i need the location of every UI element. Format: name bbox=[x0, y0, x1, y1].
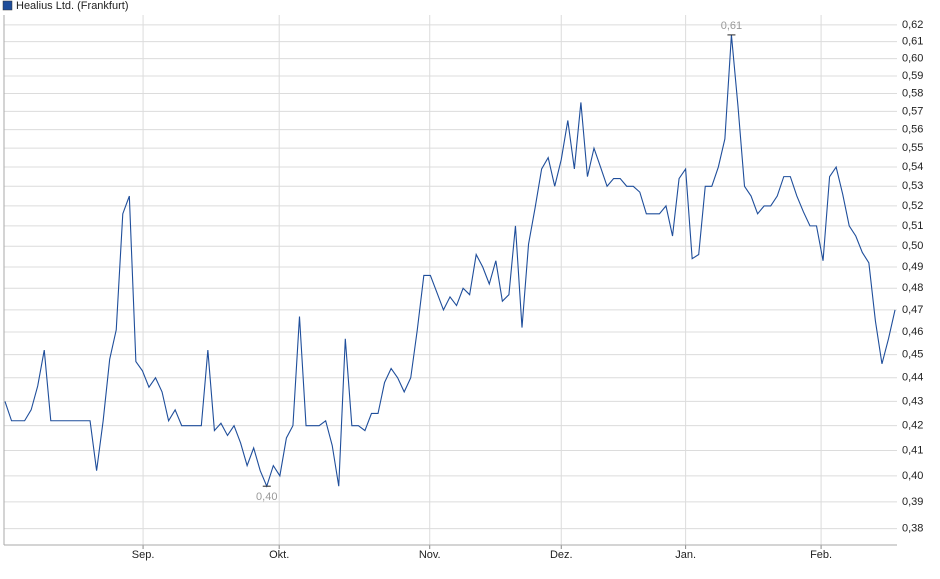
y-tick-label: 0,39 bbox=[902, 496, 923, 508]
y-tick-label: 0,60 bbox=[902, 53, 923, 65]
x-tick-label: Sep. bbox=[132, 549, 155, 561]
y-tick-label: 0,48 bbox=[902, 282, 923, 294]
y-tick-label: 0,61 bbox=[902, 36, 923, 48]
y-tick-label: 0,46 bbox=[902, 326, 923, 338]
y-tick-label: 0,57 bbox=[902, 105, 923, 117]
y-tick-label: 0,50 bbox=[902, 240, 923, 252]
y-tick-label: 0,40 bbox=[902, 470, 923, 482]
x-tick-label: Jan. bbox=[675, 549, 696, 561]
x-tick-label: Nov. bbox=[419, 549, 441, 561]
y-tick-label: 0,54 bbox=[902, 161, 923, 173]
y-tick-label: 0,58 bbox=[902, 87, 923, 99]
y-tick-label: 0,38 bbox=[902, 523, 923, 535]
y-tick-label: 0,47 bbox=[902, 304, 923, 316]
price-line bbox=[4, 34, 896, 488]
y-tick-label: 0,53 bbox=[902, 180, 923, 192]
y-tick-label: 0,52 bbox=[902, 200, 923, 212]
y-tick-label: 0,44 bbox=[902, 372, 923, 384]
y-tick-label: 0,62 bbox=[902, 19, 923, 31]
y-tick-label: 0,41 bbox=[902, 444, 923, 456]
y-tick-label: 0,43 bbox=[902, 395, 923, 407]
y-tick-label: 0,42 bbox=[902, 420, 923, 432]
x-tick-label: Feb. bbox=[810, 549, 832, 561]
y-tick-label: 0,49 bbox=[902, 261, 923, 273]
plot-area bbox=[4, 15, 897, 545]
y-tick-label: 0,51 bbox=[902, 220, 923, 232]
x-tick-label: Dez. bbox=[550, 549, 573, 561]
legend-swatch bbox=[2, 0, 13, 11]
x-tick-label: Okt. bbox=[269, 549, 289, 561]
annotation: 0,61 bbox=[721, 20, 742, 32]
y-tick-label: 0,56 bbox=[902, 124, 923, 136]
y-tick-label: 0,45 bbox=[902, 349, 923, 361]
legend-label: Healius Ltd. (Frankfurt) bbox=[16, 0, 128, 12]
y-tick-label: 0,55 bbox=[902, 142, 923, 154]
y-tick-label: 0,59 bbox=[902, 70, 923, 82]
annotation: 0,40 bbox=[256, 491, 277, 503]
